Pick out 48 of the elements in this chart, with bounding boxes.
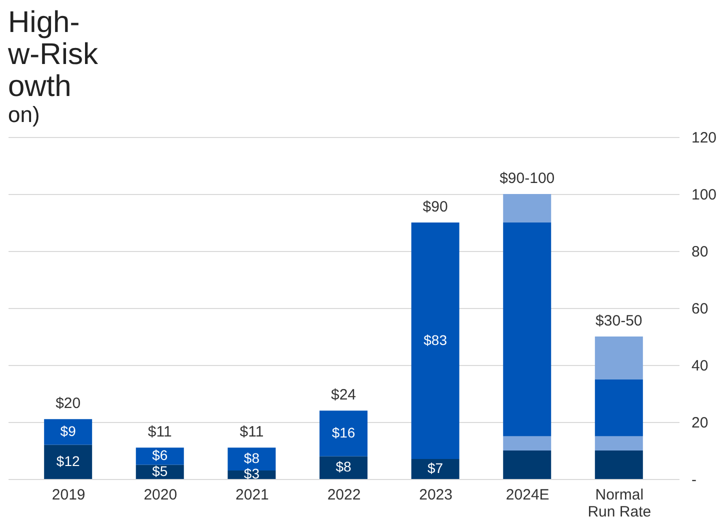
data-label: $8 xyxy=(336,458,352,475)
bar xyxy=(44,419,92,445)
data-label: $9 xyxy=(60,422,76,439)
data-label: $3 xyxy=(244,466,260,482)
bar xyxy=(503,450,552,479)
total-label: $11 xyxy=(148,424,172,441)
total-label: $24 xyxy=(330,386,356,404)
bar xyxy=(594,336,643,380)
x-tick-label: 2019 xyxy=(52,486,86,504)
data-label: $12 xyxy=(56,452,80,469)
y-tick-label: 80 xyxy=(692,244,708,260)
x-tick-label: 2024E xyxy=(506,486,550,504)
data-label: $83 xyxy=(424,332,448,348)
bar xyxy=(594,450,643,479)
x-tick-label: Normal Run Rate xyxy=(588,486,652,520)
x-tick-label: 2023 xyxy=(419,486,452,504)
y-tick-label: 40 xyxy=(692,358,708,374)
chart-subtitle: on) xyxy=(8,102,40,127)
data-label: $7 xyxy=(428,460,444,476)
data-label: $5 xyxy=(152,462,168,479)
bar xyxy=(594,436,643,450)
data-label: $6 xyxy=(152,447,168,464)
bar xyxy=(503,194,552,222)
total-label: $20 xyxy=(56,395,81,412)
bar xyxy=(320,410,368,456)
total-label: $11 xyxy=(240,424,264,441)
bar xyxy=(411,222,460,460)
y-tick-label: 20 xyxy=(692,414,708,432)
chart-title: High- w-Risk owth xyxy=(7,6,99,103)
x-tick-label: 2022 xyxy=(327,486,361,504)
data-label: $16 xyxy=(332,424,356,440)
bar xyxy=(411,459,460,479)
x-tick-label: 2021 xyxy=(236,486,269,504)
y-tick-label: 120 xyxy=(692,130,717,146)
total-label: $90-100 xyxy=(500,170,555,187)
data-label: $8 xyxy=(244,450,260,466)
bar xyxy=(594,379,643,436)
bar xyxy=(44,444,92,479)
bar xyxy=(136,448,184,465)
total-label: $90 xyxy=(422,198,448,216)
bar xyxy=(320,456,368,479)
x-tick-label: 2020 xyxy=(144,486,178,504)
bar xyxy=(503,222,552,436)
bar xyxy=(503,436,552,450)
y-tick-label: 100 xyxy=(692,186,717,204)
y-tick-label: - xyxy=(692,472,696,488)
y-tick-label: 60 xyxy=(692,300,708,318)
total-label: $30-50 xyxy=(596,312,642,330)
